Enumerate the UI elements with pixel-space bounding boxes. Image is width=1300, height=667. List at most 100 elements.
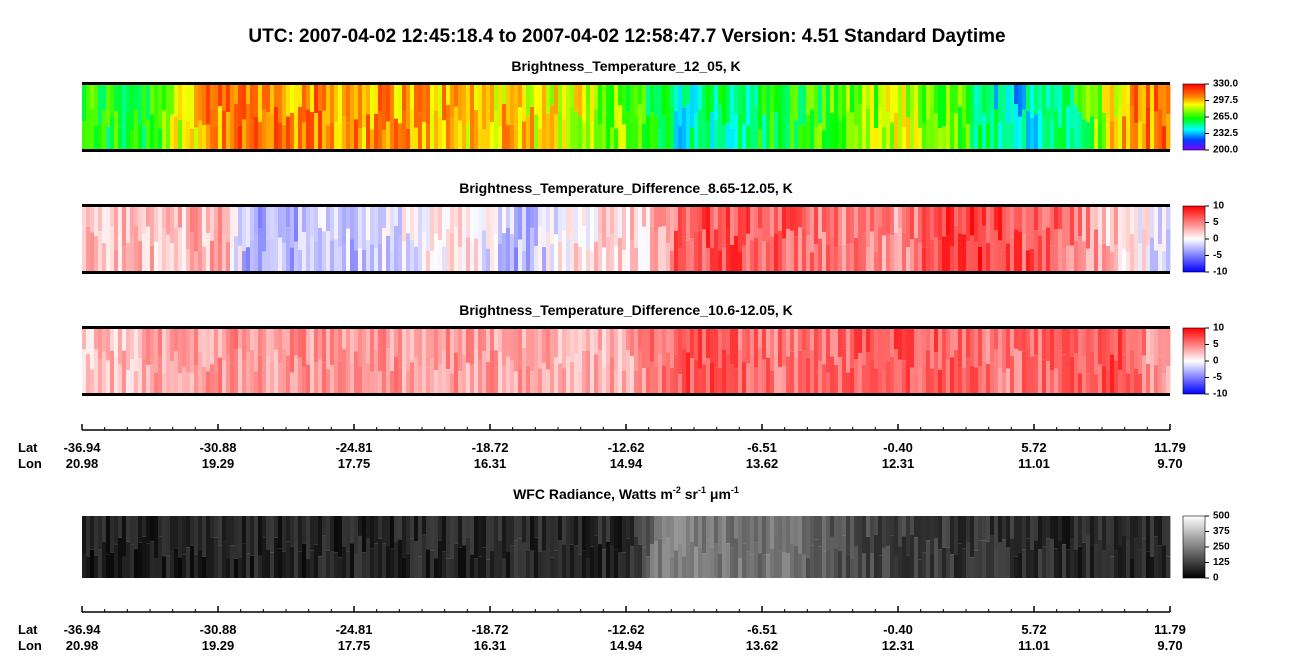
pixel-column <box>870 84 875 117</box>
pixel-column <box>1162 251 1167 272</box>
pixel-column <box>994 349 999 394</box>
pixel-column <box>570 106 575 150</box>
pixel-column <box>550 105 555 150</box>
pixel-column <box>386 516 391 547</box>
panel-title: Brightness_Temperature_Difference_8.65-1… <box>459 180 793 196</box>
pixel-column <box>662 206 667 227</box>
pixel-column <box>290 247 295 272</box>
pixel-column <box>898 228 903 272</box>
pixel-column <box>938 240 943 272</box>
pixel-column <box>174 227 179 272</box>
pixel-column <box>1002 127 1007 150</box>
pixel-column <box>186 121 191 150</box>
pixel-column <box>814 127 819 150</box>
pixel-column <box>478 206 483 247</box>
pixel-column <box>926 84 931 120</box>
pixel-column <box>630 546 635 578</box>
pixel-column <box>446 328 451 370</box>
pixel-column <box>82 516 87 554</box>
pixel-column <box>598 544 603 578</box>
pixel-column <box>586 516 591 559</box>
pixel-column <box>742 543 747 578</box>
pixel-column <box>442 84 447 121</box>
pixel-column <box>998 206 1003 241</box>
pixel-column <box>882 84 887 128</box>
pixel-column <box>842 516 847 536</box>
pixel-column <box>414 516 419 542</box>
pixel-column <box>922 206 927 248</box>
pixel-column <box>1058 229 1063 272</box>
colorbar-label: 0 <box>1213 234 1219 245</box>
pixel-column <box>162 516 167 557</box>
pixel-column <box>642 367 647 394</box>
pixel-column <box>926 350 931 394</box>
pixel-column <box>118 126 123 150</box>
pixel-column <box>302 122 307 150</box>
pixel-column <box>194 328 199 366</box>
pixel-column <box>566 328 571 357</box>
pixel-column <box>346 551 351 578</box>
pixel-column <box>654 540 659 578</box>
pixel-column <box>202 125 207 150</box>
pixel-column <box>606 115 611 150</box>
pixel-column <box>862 129 867 150</box>
pixel-column <box>1022 516 1027 550</box>
pixel-column <box>1146 106 1151 150</box>
pixel-column <box>874 516 879 535</box>
pixel-column <box>742 362 747 394</box>
pixel-column <box>970 235 975 272</box>
pixel-column <box>602 84 607 113</box>
pixel-column <box>366 538 371 578</box>
pixel-column <box>638 544 643 578</box>
pixel-column <box>722 516 727 539</box>
pixel-column <box>966 356 971 394</box>
pixel-column <box>602 516 607 550</box>
pixel-column <box>130 516 135 545</box>
pixel-column <box>314 328 319 363</box>
pixel-column <box>622 124 627 150</box>
pixel-column <box>1134 516 1139 538</box>
pixel-column <box>382 371 387 394</box>
pixel-column <box>1154 206 1159 251</box>
pixel-column <box>1046 516 1051 539</box>
pixel-column <box>882 371 887 394</box>
pixel-column <box>990 516 995 536</box>
pixel-column <box>294 206 299 242</box>
pixel-column <box>1146 84 1151 107</box>
pixel-column <box>770 206 775 237</box>
pixel-column <box>606 328 611 365</box>
pixel-column <box>186 328 191 373</box>
pixel-column <box>142 516 147 537</box>
pixel-column <box>1102 112 1107 150</box>
pixel-column <box>434 206 439 234</box>
pixel-column <box>1142 355 1147 394</box>
pixel-column <box>670 367 675 394</box>
pixel-column <box>1074 328 1079 354</box>
pixel-column <box>490 206 495 241</box>
pixel-column <box>1010 516 1015 539</box>
pixel-column <box>994 230 999 272</box>
pixel-column <box>478 359 483 394</box>
pixel-column <box>750 353 755 394</box>
pixel-column <box>854 237 859 272</box>
pixel-column <box>474 238 479 272</box>
pixel-column <box>938 369 943 394</box>
pixel-column <box>94 516 99 556</box>
pixel-column <box>846 244 851 272</box>
pixel-column <box>238 125 243 150</box>
pixel-column <box>810 545 815 578</box>
pixel-column <box>698 109 703 150</box>
pixel-column <box>878 371 883 394</box>
lat-value: -18.72 <box>472 622 509 637</box>
pixel-column <box>1154 536 1159 578</box>
pixel-column <box>282 348 287 394</box>
pixel-column <box>1002 250 1007 272</box>
pixel-column <box>154 206 159 242</box>
pixel-column <box>370 84 375 130</box>
pixel-column <box>482 129 487 150</box>
pixel-column <box>210 328 215 365</box>
pixel-column <box>382 543 387 578</box>
pixel-column <box>466 84 471 125</box>
pixel-column <box>758 328 763 349</box>
pixel-column <box>834 122 839 150</box>
